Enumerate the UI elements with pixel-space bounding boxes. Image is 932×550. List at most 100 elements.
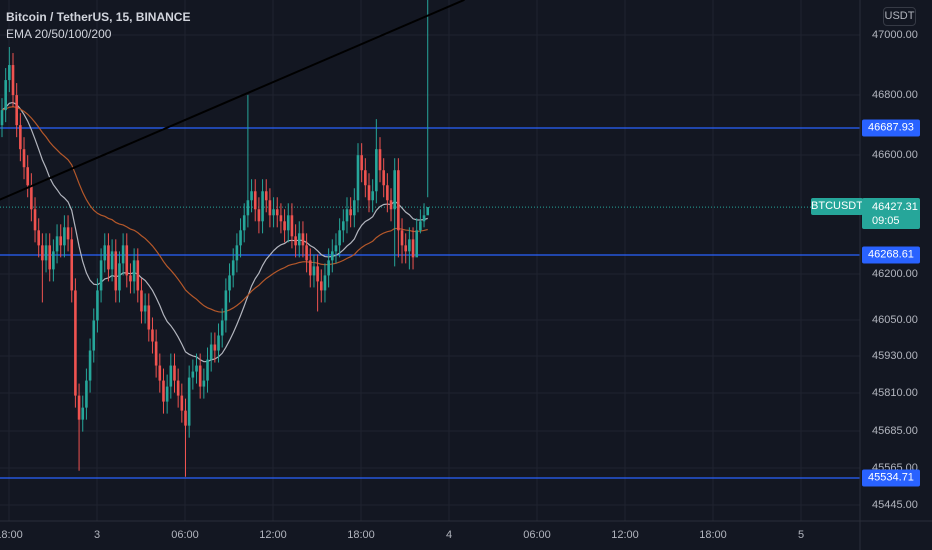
candle-up: [85, 380, 88, 408]
candle-up: [8, 65, 11, 81]
candle-up: [169, 365, 173, 387]
candle-up: [220, 320, 224, 336]
candle-up: [118, 263, 121, 291]
candle-down: [305, 245, 308, 261]
symbol-tag: BTCUSDT: [811, 198, 863, 215]
candle-down: [264, 191, 268, 201]
candle-up: [99, 260, 103, 291]
candle-down: [364, 170, 367, 186]
candle-up: [228, 275, 231, 291]
candle-down: [11, 65, 15, 96]
candle-up: [375, 149, 378, 192]
candle-down: [290, 215, 294, 237]
time-tick-label: 12:00: [259, 529, 287, 541]
candle-down: [180, 395, 184, 411]
candle-down: [316, 266, 319, 282]
candle-down: [22, 149, 26, 168]
price-tick-label: 46800.00: [872, 89, 918, 101]
time-tick-label: 18:00: [0, 529, 23, 541]
candle-down: [107, 245, 110, 270]
candle-up: [408, 239, 411, 252]
candle-up: [235, 245, 239, 261]
candle-down: [74, 290, 77, 396]
candle-down: [125, 245, 129, 276]
candle-up: [297, 233, 301, 246]
candle-down: [411, 239, 415, 258]
candle-up: [356, 155, 360, 201]
horizontal-line-price-label: 46687.93: [862, 119, 920, 137]
candle-up: [312, 266, 316, 276]
candle-down: [59, 236, 63, 246]
candle-up: [195, 365, 198, 372]
candle-down: [386, 185, 389, 201]
candle-down: [275, 209, 279, 216]
candle-down: [48, 245, 52, 270]
candle-down: [404, 245, 407, 252]
candle-down: [158, 365, 162, 381]
candle-up: [52, 251, 55, 270]
price-tick-label: 47000.00: [872, 29, 918, 41]
time-tick-label: 06:00: [523, 529, 551, 541]
grid: [0, 0, 860, 521]
candle-up: [96, 290, 99, 321]
indicator-label[interactable]: EMA 20/50/100/200: [6, 27, 112, 41]
price-tick-label: 45445.00: [872, 499, 918, 511]
candle-up: [63, 227, 66, 246]
candle-down: [253, 191, 257, 210]
last-price: 46427.31: [872, 201, 918, 213]
candle-up: [0, 110, 4, 126]
candle-up: [426, 207, 430, 216]
candle-up: [272, 209, 275, 216]
candle-down: [33, 209, 37, 231]
candle-down: [129, 275, 132, 282]
candle-up: [103, 245, 107, 261]
candle-up: [44, 245, 48, 261]
candle-up: [345, 209, 349, 222]
candle-up: [4, 80, 7, 111]
candle-down: [257, 209, 261, 222]
trendline[interactable]: [0, 0, 465, 201]
candle-up: [338, 230, 341, 246]
candle-down: [349, 209, 352, 216]
horizontal-line-price-label: 46268.61: [862, 246, 920, 264]
candle-down: [151, 329, 154, 342]
candle-down: [268, 200, 272, 216]
ema-50-line: [1, 106, 428, 313]
candle-up: [286, 215, 290, 231]
price-tick-label: 46050.00: [872, 314, 918, 326]
time-tick-label: 4: [445, 529, 453, 541]
candle-down: [70, 239, 74, 291]
candle-down: [308, 260, 312, 276]
candle-down: [37, 230, 40, 246]
candle-down: [367, 185, 371, 201]
candle-down: [114, 251, 118, 291]
currency-button[interactable]: USDT: [883, 7, 916, 26]
candle-up: [121, 245, 125, 264]
candle-down: [176, 380, 180, 396]
symbol-title[interactable]: Bitcoin / TetherUS, 15, BINANCE: [6, 10, 191, 24]
price-tick-label: 45810.00: [872, 387, 918, 399]
candle-down: [283, 221, 286, 231]
candle-down: [154, 341, 158, 366]
horizontal-lines[interactable]: [0, 127, 860, 479]
candle-down: [140, 290, 143, 312]
candle-down: [19, 125, 22, 150]
candle-up: [422, 215, 426, 222]
candle-up: [206, 359, 209, 381]
candle-up: [202, 380, 206, 387]
candle-down: [184, 410, 187, 426]
price-tick-label: 45685.00: [872, 425, 918, 437]
candle-down: [360, 155, 363, 171]
time-tick-label: 18:00: [699, 529, 727, 541]
candle-down: [378, 149, 382, 171]
candle-up: [191, 371, 195, 378]
candle-up: [342, 221, 345, 231]
candle-down: [30, 185, 33, 210]
candle-up: [81, 407, 85, 420]
candle-down: [41, 245, 44, 261]
candle-down: [77, 395, 81, 420]
candle-up: [323, 275, 327, 291]
candle-up: [55, 236, 59, 252]
candle-up: [250, 191, 253, 201]
